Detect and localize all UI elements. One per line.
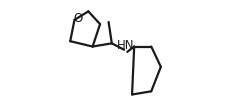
Text: HN: HN (116, 39, 133, 52)
Text: O: O (73, 12, 82, 25)
